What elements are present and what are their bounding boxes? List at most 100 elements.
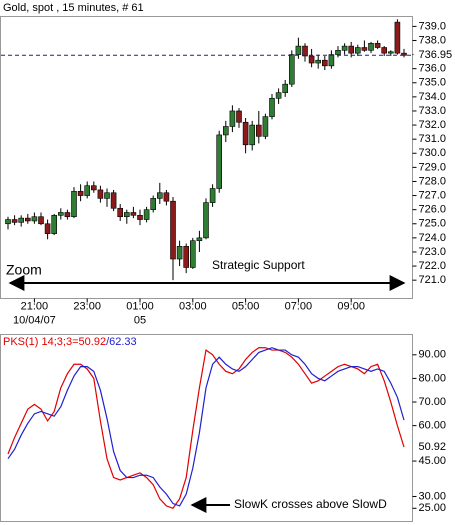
y-tick-label: 724.0 — [419, 232, 447, 244]
candle-body — [104, 192, 110, 199]
candle-body — [341, 45, 348, 51]
candle-body — [157, 192, 163, 199]
candle-body — [38, 216, 44, 225]
d-last: 62.33 — [109, 336, 137, 348]
candle-body — [348, 45, 355, 54]
candle-body — [387, 51, 394, 54]
y-tick-label: 727.0 — [419, 189, 447, 201]
candle-body — [18, 217, 25, 223]
y-tick-label: 60.00 — [419, 420, 447, 432]
x-tick-label: 03:00 — [179, 300, 207, 312]
y-tick-label: 739.0 — [419, 20, 447, 32]
candle-body — [124, 212, 130, 218]
candle-body — [130, 212, 137, 216]
y-tick-label: 732.0 — [419, 119, 447, 131]
date-label: 05 — [134, 314, 146, 326]
candle-body — [288, 54, 295, 85]
candle-body — [24, 217, 31, 222]
candle-body — [64, 212, 71, 218]
date-label: 10/04/07 — [13, 314, 56, 326]
y-tick-label: 729.0 — [419, 161, 447, 173]
k-last: 50.92 — [79, 336, 107, 348]
zoom-label: Zoom — [6, 262, 42, 278]
candle-body — [223, 126, 229, 136]
candle-body — [262, 116, 269, 137]
candle-body — [295, 45, 302, 55]
y-tick-label: 80.00 — [419, 372, 447, 384]
x-tick-label: 09:00 — [337, 300, 365, 312]
price-panel — [0, 16, 413, 299]
y-tick-label: 25.00 — [419, 502, 447, 514]
candle-body — [381, 47, 388, 54]
y-tick-label: 736.0 — [419, 63, 447, 75]
candle-body — [183, 246, 189, 268]
candle-body — [117, 207, 123, 218]
y-tick-label: 30.00 — [419, 490, 447, 502]
x-tick-label: 07:00 — [285, 300, 313, 312]
y-tick-label: 70.00 — [419, 396, 447, 408]
indicator-line — [7, 347, 405, 507]
indicator-title: PKS(1) 14;3;3=50.92/62.33 — [3, 336, 137, 348]
y-tick-label: 722.0 — [419, 260, 447, 272]
candle-body — [209, 188, 216, 203]
candle-body — [163, 192, 170, 202]
separator: / — [106, 336, 110, 348]
candle-body — [374, 42, 381, 48]
last-value-box — [413, 440, 455, 455]
candle-body — [302, 45, 308, 57]
x-tick-label: 01:00 — [126, 300, 154, 312]
candle-body — [31, 216, 38, 222]
y-tick-label: 734.0 — [419, 91, 447, 103]
y-tick-label: 728.0 — [419, 175, 447, 187]
candle-body — [11, 219, 18, 223]
candle-body — [354, 47, 361, 54]
candle-body — [51, 215, 58, 234]
candle-body — [176, 246, 183, 260]
y-tick-label: 723.0 — [419, 246, 447, 258]
candle-body — [255, 124, 262, 137]
candle-body — [315, 59, 322, 64]
indicator-panel — [0, 334, 413, 522]
y-tick-label: 735.0 — [419, 77, 447, 89]
candle-body — [321, 59, 328, 67]
y-tick-label: 730.0 — [419, 147, 447, 159]
candle-body — [216, 134, 222, 189]
candle-body — [5, 219, 11, 225]
candle-body — [91, 185, 97, 191]
candle-body — [236, 110, 242, 123]
last-price-box — [413, 48, 455, 63]
y-tick-label: 90.00 — [419, 349, 447, 361]
y-tick-label: 721.0 — [419, 274, 447, 286]
y-tick-label: 726.0 — [419, 204, 447, 216]
candle-body — [196, 237, 203, 241]
candle-body — [328, 54, 335, 67]
candle-body — [57, 212, 64, 216]
last-price-label: 736.95 — [419, 49, 453, 61]
y-tick-label: 738.0 — [419, 34, 447, 46]
candle-body — [229, 110, 236, 127]
y-tick-label: 725.0 — [419, 218, 447, 230]
candle-body — [97, 189, 104, 199]
candle-body — [203, 202, 209, 239]
candle-body — [308, 55, 315, 64]
candle-body — [71, 191, 77, 218]
chart-title: Gold, spot , 15 minutes, # 61 — [3, 2, 144, 14]
x-tick-label: 23:00 — [73, 300, 101, 312]
last-value-label: 50.92 — [419, 441, 447, 453]
y-tick-label: 45.00 — [419, 455, 447, 467]
candle-body — [150, 198, 156, 210]
candle-body — [44, 223, 51, 234]
x-tick-label: 21:00 — [21, 300, 49, 312]
y-tick-label: 731.0 — [419, 133, 447, 145]
candle-body — [110, 192, 117, 209]
x-tick-label: 05:00 — [232, 300, 260, 312]
candle-body — [249, 124, 255, 146]
candle-body — [394, 21, 401, 54]
candle-body — [84, 185, 90, 196]
candle-body — [282, 83, 289, 93]
candle-body — [77, 191, 84, 196]
candle-body — [335, 50, 341, 55]
indicator-name: PKS(1) 14;3;3= — [3, 336, 79, 348]
